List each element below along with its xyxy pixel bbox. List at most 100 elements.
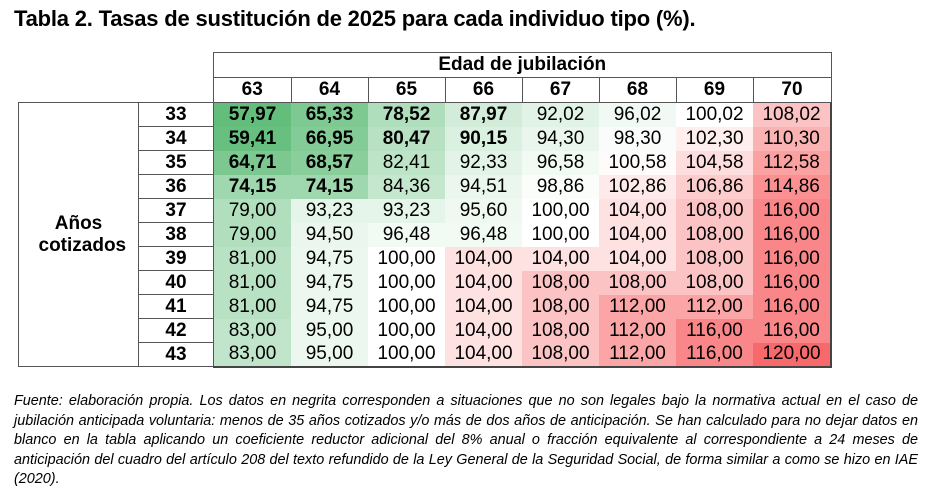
table-cell: 59,41 bbox=[213, 126, 291, 151]
table-cell: 95,00 bbox=[291, 342, 368, 368]
empty-corner bbox=[19, 78, 214, 103]
table-cell: 100,00 bbox=[522, 198, 599, 223]
row-header-years: 43 bbox=[138, 342, 214, 367]
table-cell: 108,00 bbox=[676, 198, 753, 223]
table-cell: 116,00 bbox=[753, 318, 832, 343]
table-cell: 79,00 bbox=[213, 222, 291, 247]
table-cell: 90,15 bbox=[445, 126, 522, 151]
table-cell: 104,00 bbox=[445, 318, 522, 343]
row-header-years: 37 bbox=[138, 198, 214, 223]
table-cell: 104,00 bbox=[445, 294, 522, 319]
table-cell: 100,02 bbox=[676, 102, 753, 127]
table-cell: 114,86 bbox=[753, 174, 832, 199]
table-cell: 81,00 bbox=[213, 270, 291, 295]
column-header-age: 69 bbox=[675, 77, 754, 103]
table-cell: 78,52 bbox=[368, 102, 445, 127]
table-cell: 100,00 bbox=[368, 318, 445, 343]
table-row: 43 83,00 95,00 100,00 104,00 108,00 112,00 116,… bbox=[19, 342, 832, 368]
table-cell: 108,00 bbox=[676, 246, 753, 271]
replacement-rate-table: Edad de jubilación 63 64 65 66 67 68 69 70 Años… bbox=[18, 52, 832, 368]
table-cell: 116,00 bbox=[753, 246, 832, 271]
table-cell: 94,75 bbox=[291, 246, 368, 271]
table-cell: 94,30 bbox=[522, 126, 599, 151]
table-cell: 96,58 bbox=[522, 150, 599, 175]
table-cell: 120,00 bbox=[753, 342, 832, 368]
table-cell: 108,00 bbox=[522, 318, 599, 343]
table-cell: 98,30 bbox=[599, 126, 676, 151]
column-header-age: 66 bbox=[444, 77, 523, 103]
table-row: Años cotizados 33 57,97 65,33 78,52 87,97 92,0… bbox=[18, 102, 832, 367]
table-cell: 104,00 bbox=[445, 246, 522, 271]
table-cell: 96,48 bbox=[445, 222, 522, 247]
table-cell: 92,02 bbox=[522, 102, 599, 127]
column-header-age: 65 bbox=[367, 77, 446, 103]
table-cell: 65,33 bbox=[291, 102, 368, 127]
table-cell: 94,75 bbox=[291, 270, 368, 295]
table-cell: 81,00 bbox=[213, 294, 291, 319]
table-cell: 87,97 bbox=[445, 102, 522, 127]
table-cell: 93,23 bbox=[291, 198, 368, 223]
table-cell: 104,00 bbox=[522, 246, 599, 271]
table-cell: 64,71 bbox=[213, 150, 291, 175]
table-cell: 74,15 bbox=[291, 174, 368, 199]
row-header-years: 33 bbox=[138, 102, 214, 127]
row-header-years: 42 bbox=[138, 318, 214, 343]
column-header-age: 67 bbox=[521, 77, 600, 103]
table-cell: 112,00 bbox=[599, 294, 676, 319]
table-cell: 108,00 bbox=[522, 270, 599, 295]
row-group-header-label: Años cotizados bbox=[38, 212, 127, 256]
table-row: 34 59,41 66,95 80,47 90,15 94,30 98,30 102,30 11… bbox=[19, 126, 832, 151]
table-cell: 116,00 bbox=[753, 198, 832, 223]
column-header-age: 64 bbox=[290, 77, 369, 103]
table-cell: 92,33 bbox=[445, 150, 522, 175]
table-cell: 68,57 bbox=[291, 150, 368, 175]
table-cell: 83,00 bbox=[213, 342, 291, 368]
column-header-age: 63 bbox=[213, 77, 292, 103]
table-cell: 108,00 bbox=[676, 222, 753, 247]
table-cell: 108,00 bbox=[599, 270, 676, 295]
table-cell: 110,30 bbox=[753, 126, 832, 151]
table-cell: 100,00 bbox=[368, 270, 445, 295]
table-cell: 57,97 bbox=[213, 102, 291, 127]
table-cell: 96,48 bbox=[368, 222, 445, 247]
table-cell: 104,00 bbox=[599, 246, 676, 271]
table-cell: 94,75 bbox=[291, 294, 368, 319]
table-cell: 102,30 bbox=[676, 126, 753, 151]
table-row: 42 83,00 95,00 100,00 104,00 108,00 112,00 116,… bbox=[19, 318, 832, 343]
table-cell: 80,47 bbox=[368, 126, 445, 151]
column-header-age: 68 bbox=[598, 77, 677, 103]
table-cell: 81,00 bbox=[213, 246, 291, 271]
table-cell: 83,00 bbox=[213, 318, 291, 343]
row-header-years: 40 bbox=[138, 270, 214, 295]
table-cell: 112,00 bbox=[676, 294, 753, 319]
table-cell: 100,00 bbox=[368, 246, 445, 271]
empty-corner bbox=[19, 53, 214, 78]
table-cell: 108,02 bbox=[753, 102, 832, 127]
column-group-header: Edad de jubilación bbox=[213, 52, 832, 78]
table-cell: 108,00 bbox=[522, 294, 599, 319]
table-cell: 100,00 bbox=[522, 222, 599, 247]
table-cell: 108,00 bbox=[676, 270, 753, 295]
table-cell: 106,86 bbox=[676, 174, 753, 199]
row-group-header: Años cotizados bbox=[18, 102, 139, 367]
table-cell: 100,00 bbox=[368, 294, 445, 319]
table-cell: 93,23 bbox=[368, 198, 445, 223]
table-title: Tabla 2. Tasas de sustitución de 2025 pa… bbox=[14, 6, 696, 31]
table-row: 37 79,00 93,23 93,23 95,60 100,00 104,00 108,00… bbox=[19, 198, 832, 223]
row-header-years: 35 bbox=[138, 150, 214, 175]
table-cell: 95,60 bbox=[445, 198, 522, 223]
table-cell: 116,00 bbox=[676, 342, 753, 368]
table-cell: 96,02 bbox=[599, 102, 676, 127]
table-cell: 66,95 bbox=[291, 126, 368, 151]
row-header-years: 38 bbox=[138, 222, 214, 247]
table-cell: 116,00 bbox=[753, 270, 832, 295]
table-cell: 116,00 bbox=[676, 318, 753, 343]
table-cell: 102,86 bbox=[599, 174, 676, 199]
table-row: 35 64,71 68,57 82,41 92,33 96,58 100,58 104,58 1… bbox=[19, 150, 832, 175]
table-cell: 104,00 bbox=[445, 270, 522, 295]
table-cell: 74,15 bbox=[213, 174, 291, 199]
table-cell: 112,00 bbox=[599, 342, 676, 368]
table-cell: 104,00 bbox=[599, 222, 676, 247]
row-header-years: 39 bbox=[138, 246, 214, 271]
table-cell: 112,58 bbox=[753, 150, 832, 175]
